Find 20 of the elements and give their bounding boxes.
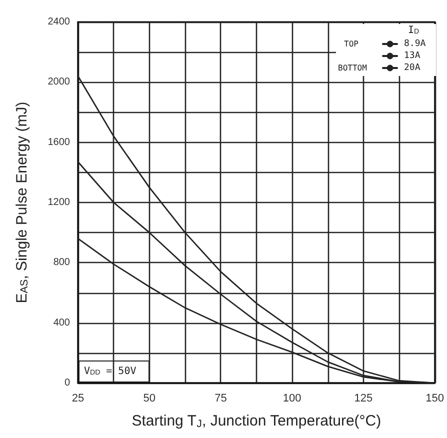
y-tick-label: 400 (53, 317, 70, 328)
legend-label: 20A (404, 63, 421, 73)
y-tick-label: 800 (53, 257, 70, 268)
y-tick-label: 1200 (48, 197, 70, 208)
legend-label: 13A (404, 51, 421, 61)
y-tick-label: 1600 (48, 136, 70, 148)
x-tick-label: 25 (72, 392, 84, 404)
y-tick-label: 0 (64, 378, 70, 388)
x-tick-label: 100 (282, 392, 302, 404)
y-axis-title: EAS, Single Pulse Energy (mJ) (13, 102, 30, 304)
annotation: BOTTOM (338, 64, 368, 72)
legend-label: 8.9A (404, 39, 426, 49)
annotation: TOP (344, 40, 359, 48)
y-tick-label: 2400 (48, 16, 70, 28)
x-tick-label: 50 (143, 392, 156, 404)
x-tick-label: 75 (214, 392, 227, 404)
y-tick-label: 2000 (48, 76, 70, 88)
x-tick-label: 125 (354, 392, 373, 404)
x-tick-label: 150 (426, 392, 444, 404)
x-axis-title: Starting TJ, Junction Temperature(°C) (132, 412, 382, 430)
